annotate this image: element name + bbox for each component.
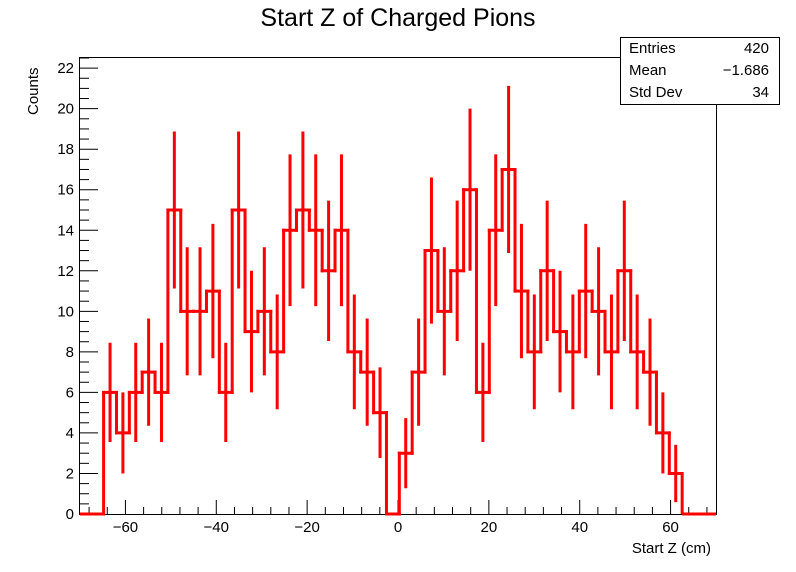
y-tick-label: 4	[66, 425, 74, 442]
stats-stddev-value: 34	[752, 84, 769, 101]
stats-entries-label: Entries	[629, 40, 676, 57]
y-tick-label: 14	[57, 222, 74, 239]
stats-entries-value: 420	[743, 40, 769, 57]
y-tick-label: 8	[66, 344, 74, 361]
chart-title: Start Z of Charged Pions	[260, 4, 536, 32]
stats-mean-label: Mean	[629, 62, 667, 79]
y-tick-label: 2	[66, 465, 74, 482]
y-tick-label: 20	[57, 101, 74, 118]
y-tick-label: 6	[66, 384, 74, 401]
y-tick-label: 22	[57, 60, 74, 77]
stats-entries-row: Entries 420	[629, 40, 769, 62]
y-axis-label: Counts	[25, 67, 42, 115]
x-tick-label: −40	[204, 519, 229, 536]
x-tick-label: 60	[662, 519, 679, 536]
y-axis: 0 2 4 6 8 10 12 14 16 18 20 22	[57, 57, 98, 523]
x-tick-label: 40	[571, 519, 588, 536]
y-tick-label: 18	[57, 141, 74, 158]
x-tick-label: 0	[394, 519, 402, 536]
y-tick-label: 12	[57, 263, 74, 280]
y-tick-label: 10	[57, 303, 74, 320]
stats-stddev-label: Std Dev	[629, 84, 683, 101]
y-tick-label: 0	[66, 506, 74, 523]
histogram-steps	[80, 167, 716, 516]
stats-mean-row: Mean −1.686	[629, 62, 769, 84]
stats-mean-value: −1.686	[722, 62, 769, 79]
x-axis-label: Start Z (cm)	[632, 540, 711, 557]
x-tick-label: 20	[481, 519, 498, 536]
stats-box: Entries 420 Mean −1.686 Std Dev 34	[620, 37, 780, 105]
x-axis: −60 −40 −20 0 20 40 60	[88, 500, 708, 536]
stats-stddev-row: Std Dev 34	[629, 84, 769, 106]
x-tick-label: −60	[113, 519, 138, 536]
x-tick-label: −20	[294, 519, 319, 536]
y-tick-label: 16	[57, 182, 74, 199]
